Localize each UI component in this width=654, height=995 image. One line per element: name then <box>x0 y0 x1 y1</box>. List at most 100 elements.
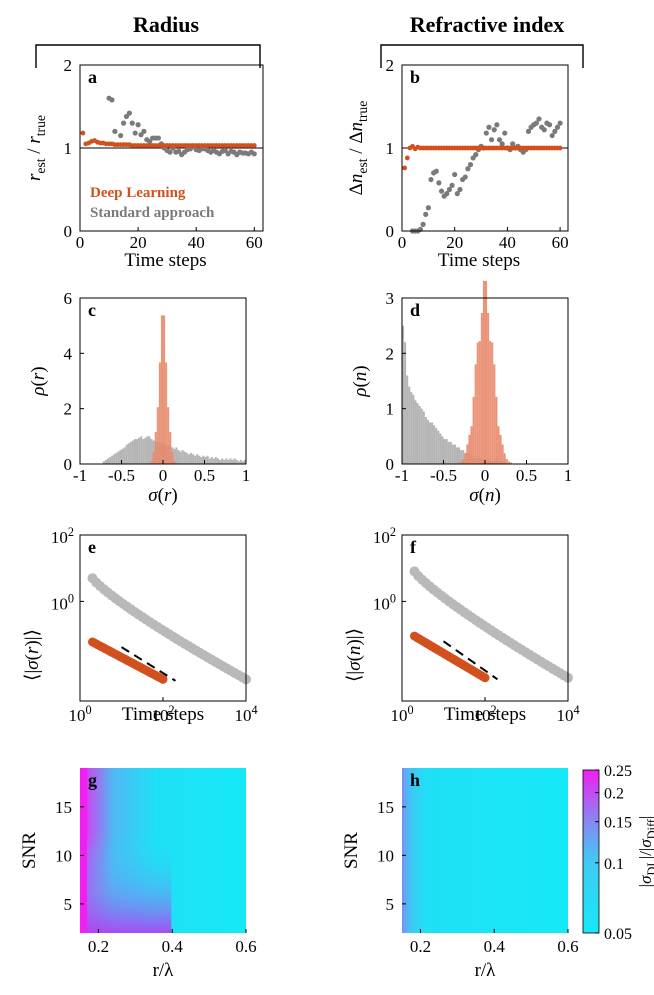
panel-h: 0.2 0.4 0.6 5 10 15 h r/λ SNR <box>341 768 579 981</box>
deep-learning-bin <box>485 280 488 464</box>
standard-bin <box>433 425 436 464</box>
x-tick-label: 60 <box>552 233 569 252</box>
standard-point <box>491 127 497 133</box>
standard-bin <box>109 457 112 464</box>
standard-bin <box>241 461 244 464</box>
standard-point <box>454 191 460 197</box>
deep-learning-bin <box>458 462 461 464</box>
standard-point <box>457 186 463 193</box>
standard-bin <box>455 447 459 464</box>
y-tick-label: 2 <box>386 344 395 363</box>
y-tick-label: 1 <box>386 400 395 419</box>
standard-bin <box>229 458 232 464</box>
panel-d: -1 -0.5 0 0.5 1 0 1 2 3d σ(n) ρ(n) <box>350 280 572 506</box>
standard-bin <box>449 441 452 464</box>
deep-learning-bin <box>152 451 155 464</box>
standard-bin <box>208 458 211 464</box>
y-tick-label: 5 <box>386 895 395 914</box>
y-tick-label: 5 <box>64 895 73 914</box>
standard-bin <box>192 454 195 464</box>
standard-point <box>486 124 492 130</box>
standard-bin <box>235 459 238 464</box>
panel-letter: d <box>410 300 420 320</box>
dashed-reference-line <box>120 646 177 682</box>
y-tick-label: 100 <box>373 591 396 613</box>
standard-bin <box>233 458 236 464</box>
x-tick-label: 0.6 <box>557 937 578 956</box>
deep-learning-bin <box>487 312 490 464</box>
x-axis-label: Time steps <box>444 704 526 725</box>
y-axis-label: Δnest / Δntrue <box>346 101 370 196</box>
x-tick-label: 0.2 <box>410 937 431 956</box>
panel-letter: b <box>410 67 420 87</box>
standard-bin <box>183 451 186 464</box>
panel-a: 0 20 40 60 0 1 2a Time steps rest / rtrue Deep Le… <box>24 56 264 271</box>
standard-point <box>452 171 458 178</box>
deep-learning-bin <box>505 459 508 464</box>
standard-point <box>129 120 135 126</box>
standard-point <box>546 122 553 128</box>
deep-learning-point <box>402 165 408 171</box>
deep-learning-bin <box>460 461 463 464</box>
deep-learning-bin <box>509 462 512 464</box>
y-axis-label: ρ(r) <box>28 366 49 396</box>
deep-learning-bin <box>501 444 504 464</box>
deep-learning-bin <box>169 431 172 464</box>
deep-learning-bin <box>158 362 161 464</box>
y-axis-label: rest / rtrue <box>24 115 48 181</box>
standard-bin <box>115 452 118 464</box>
x-tick-label: -0.5 <box>430 466 457 485</box>
standard-point <box>420 221 426 227</box>
deep-learning-bin <box>476 342 479 464</box>
standard-bin <box>223 459 226 464</box>
colorbar-tick-label: 0.2 <box>604 786 624 803</box>
standard-bin <box>136 439 139 464</box>
standard-point <box>423 211 429 217</box>
x-tick-label: 0 <box>76 233 85 252</box>
standard-bin <box>144 437 147 464</box>
x-tick-label: 1 <box>242 466 251 485</box>
panel-letter: c <box>88 300 96 320</box>
standard-bin <box>416 403 419 464</box>
standard-bin <box>422 411 425 464</box>
deep-learning-bin <box>499 434 502 464</box>
standard-point <box>251 151 257 157</box>
deep-learning-bin <box>163 315 166 464</box>
standard-point <box>494 122 500 128</box>
standard-bin <box>117 451 120 464</box>
heatmap-edge <box>80 768 87 933</box>
x-tick-label: 104 <box>234 703 257 725</box>
standard-bin <box>133 439 137 464</box>
standard-bin <box>216 458 220 464</box>
deep-learning-bin <box>154 431 157 464</box>
standard-bin <box>237 461 240 464</box>
standard-bin <box>119 450 122 464</box>
standard-bin <box>131 440 134 464</box>
y-axis-label: ρ(n) <box>350 365 371 397</box>
x-tick-label: 40 <box>499 233 516 252</box>
y-tick-label: 102 <box>373 525 396 547</box>
x-tick-label: 0.4 <box>484 937 506 956</box>
y-tick-label: 10 <box>377 846 394 865</box>
standard-bin <box>214 457 217 464</box>
standard-bin <box>410 392 413 464</box>
deep-learning-bin <box>482 280 485 464</box>
standard-point <box>488 137 495 143</box>
standard-bin <box>462 450 465 464</box>
colorbar-gradient <box>582 769 600 934</box>
standard-point <box>467 162 474 168</box>
x-tick-label: -0.5 <box>108 466 135 485</box>
deep-learning-point <box>404 155 410 161</box>
deep-learning-bin <box>503 453 506 464</box>
y-tick-label: 102 <box>51 525 74 547</box>
y-tick-label: 2 <box>64 56 73 75</box>
standard-bin <box>200 457 203 464</box>
standard-bin <box>111 455 114 464</box>
standard-point <box>126 110 132 116</box>
standard-point <box>541 127 547 133</box>
y-axis-label: SNR <box>341 832 362 869</box>
deep-learning-bin <box>462 459 465 464</box>
colorbar-tick-label: 0.1 <box>604 856 624 873</box>
deep-learning-bin <box>478 341 481 464</box>
